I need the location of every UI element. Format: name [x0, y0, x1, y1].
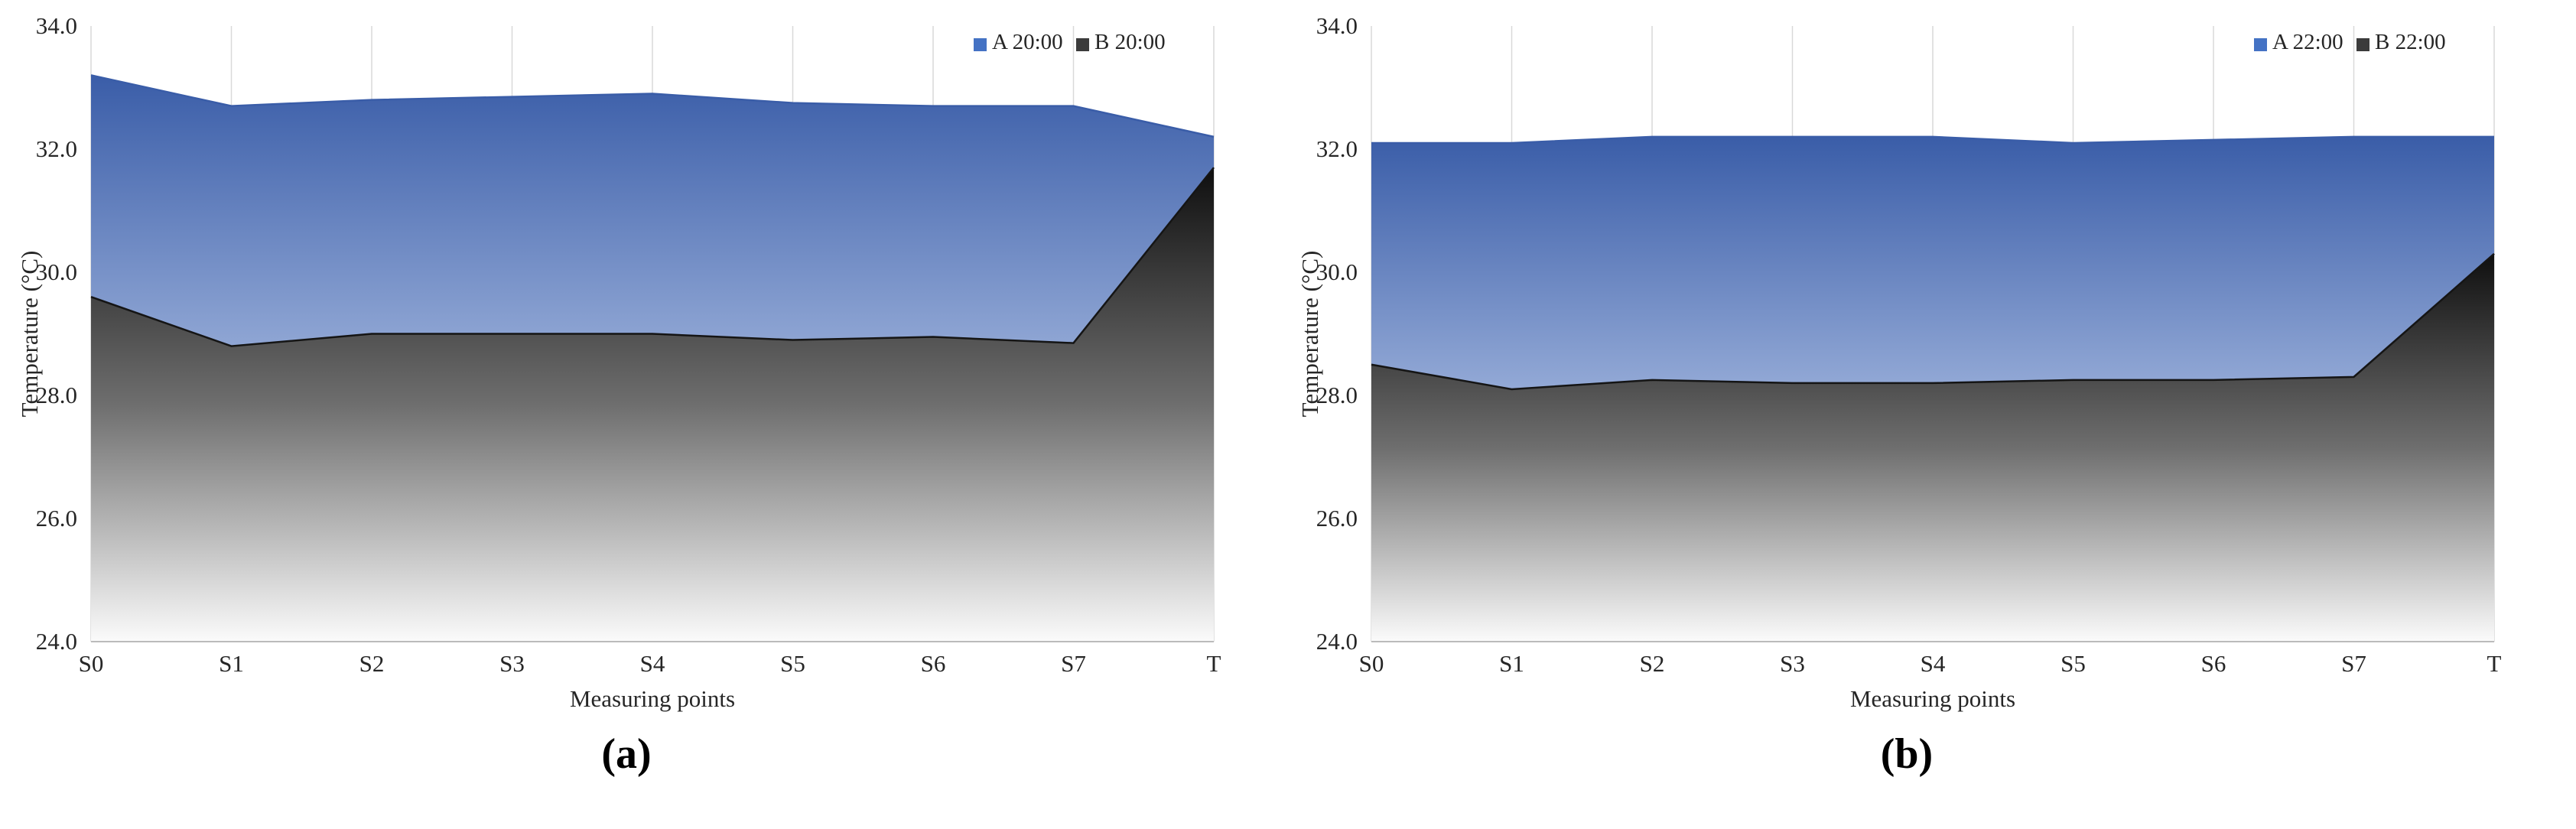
x-tick-label: T	[1207, 650, 1221, 677]
legend-label: A 20:00	[992, 30, 1063, 54]
y-tick-label: 34.0	[1316, 12, 1358, 39]
legend-label: A 22:00	[2272, 30, 2343, 54]
area-chart-b: 34.0 32.0 30.0 28.0 26.0 24.0S0 S1 S2 S3 S4 S5 S6 S7…	[1296, 12, 2502, 712]
chart-b-block: 34.0 32.0 30.0 28.0 26.0 24.0 S0 S1 S2 S3 S4 S5 S6 S7…	[1291, 5, 2522, 775]
x-tick-label: S4	[640, 650, 665, 677]
y-tick-label: 24.0	[1316, 628, 1358, 655]
series-line	[90, 74, 1215, 138]
y-tick-label: 28.0	[36, 382, 77, 408]
x-tick-label: S2	[1640, 650, 1665, 677]
x-tick-label: S0	[79, 650, 104, 677]
y-tick-label: 28.0	[1316, 382, 1358, 408]
x-tick-label: S3	[499, 650, 525, 677]
series-line	[1371, 252, 2495, 391]
x-tick-label: S5	[2060, 650, 2086, 677]
x-tick-label: S1	[1499, 650, 1524, 677]
chart-b-caption: (b)	[1880, 730, 1934, 778]
x-tick-label: S4	[1921, 650, 1946, 677]
y-tick-label: 24.0	[36, 628, 77, 655]
y-tick-label: 30.0	[36, 258, 77, 285]
x-tick-label: S5	[780, 650, 805, 677]
x-tick-label: S6	[2201, 650, 2226, 677]
y-tick-label: 30.0	[1316, 258, 1358, 285]
x-tick-label: S2	[359, 650, 385, 677]
x-axis-title: Measuring points	[1850, 685, 2015, 712]
y-axis-title: Temperature (°C)	[1296, 251, 1323, 418]
x-tick-label: T	[2487, 650, 2502, 677]
legend-label: B 22:00	[2375, 30, 2446, 54]
y-tick-label: 26.0	[1316, 505, 1358, 532]
x-tick-label: S0	[1359, 650, 1384, 677]
legend-marker	[974, 38, 987, 51]
x-tick-label: S7	[2341, 650, 2366, 677]
y-tick-label: 26.0	[36, 505, 77, 532]
legend-label: B 20:00	[1094, 30, 1166, 54]
series-area	[91, 167, 1214, 642]
legend-marker	[2356, 38, 2369, 51]
legend-marker	[1076, 38, 1089, 51]
x-tick-label: S7	[1061, 650, 1086, 677]
x-axis-title: Measuring points	[570, 685, 735, 712]
chart-a-caption: (a)	[601, 730, 652, 778]
series-line	[1371, 135, 2494, 145]
series-line	[90, 167, 1215, 347]
legend-marker	[2254, 38, 2267, 51]
y-tick-label: 32.0	[1316, 135, 1358, 162]
y-tick-label: 34.0	[36, 12, 77, 39]
figure: 34.0 32.0 30.0 28.0 26.0 24.0 S0 S1 S2 S3 S4 S5 S6 S7…	[11, 5, 2522, 775]
chart-a-block: 34.0 32.0 30.0 28.0 26.0 24.0 S0 S1 S2 S3 S4 S5 S6 S7…	[11, 5, 1242, 775]
series-area	[1371, 253, 2494, 642]
area-chart-a: 34.0 32.0 30.0 28.0 26.0 24.0S0 S1 S2 S3 S4 S5 S6 S7…	[16, 12, 1221, 712]
x-tick-label: S1	[219, 650, 244, 677]
x-tick-label: S3	[1780, 650, 1805, 677]
y-axis-title: Temperature (°C)	[16, 251, 43, 418]
y-tick-label: 32.0	[36, 135, 77, 162]
x-tick-label: S6	[921, 650, 946, 677]
